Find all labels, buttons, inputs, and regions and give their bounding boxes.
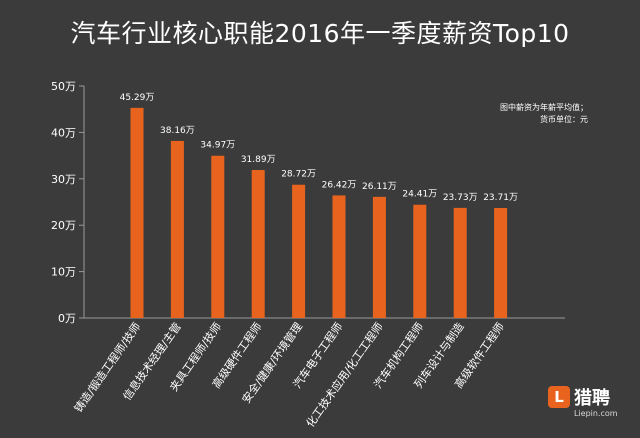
chart-note-line-1: 图中薪资为年薪平均值；: [500, 103, 588, 112]
bar-value-label: 38.16万: [160, 126, 195, 136]
y-tick-label: 10万: [51, 266, 76, 279]
bar: [292, 184, 306, 318]
logo-url: Liepin.com: [574, 409, 618, 418]
bar: [211, 155, 225, 318]
bar-value-label: 28.72万: [281, 170, 316, 180]
y-tick-label: 50万: [51, 80, 76, 93]
y-tick-label: 30万: [51, 173, 76, 186]
y-tick-label: 40万: [51, 126, 76, 139]
bar: [130, 107, 144, 318]
logo-badge-icon: L: [548, 386, 570, 408]
bar-value-label: 45.29万: [120, 93, 155, 103]
bar-value-label: 34.97万: [200, 141, 235, 151]
y-tick-label: 0万: [58, 312, 76, 325]
bar-value-label: 26.42万: [322, 180, 357, 190]
chart-title: 汽车行业核心职能2016年一季度薪资Top10: [70, 19, 570, 48]
bar: [332, 195, 346, 318]
liepin-logo: L 猎聘 Liepin.com: [548, 384, 630, 428]
bar: [453, 207, 467, 318]
bar: [170, 140, 184, 318]
x-tick-label: 化工技术应用/化工工程师: [303, 320, 386, 430]
bar: [413, 204, 427, 318]
logo-name: 猎聘: [574, 388, 610, 409]
bar-value-label: 31.89万: [241, 155, 276, 165]
chart-note: 图中薪资为年薪平均值； 货币单位：元: [500, 102, 588, 126]
y-tick-label: 20万: [51, 219, 76, 232]
bar: [372, 196, 386, 318]
bar-value-label: 24.41万: [402, 190, 437, 200]
bar-value-label: 26.11万: [362, 182, 397, 192]
bar: [251, 170, 265, 318]
bar-value-label: 23.71万: [483, 193, 518, 203]
bar-value-label: 23.73万: [443, 193, 478, 203]
chart-note-line-2: 货币单位：元: [540, 115, 588, 124]
bar: [494, 207, 508, 318]
